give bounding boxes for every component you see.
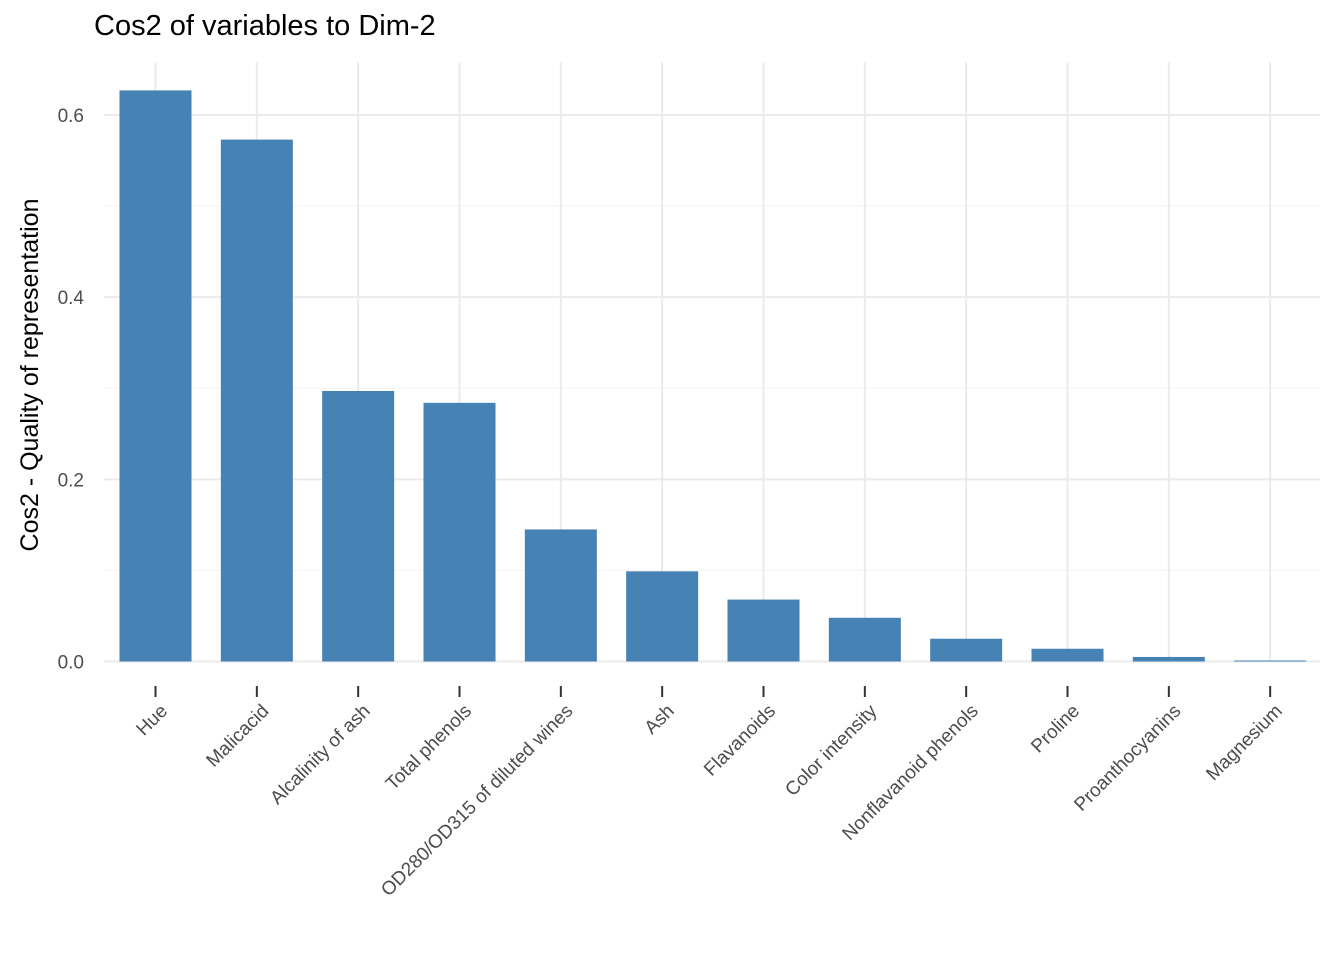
chart-title: Cos2 of variables to Dim-2 <box>94 10 436 42</box>
y-tick-label: 0.2 <box>58 470 84 491</box>
bar <box>119 90 192 662</box>
bar <box>524 529 597 662</box>
x-tick-label: Proline <box>1027 701 1084 758</box>
x-tick-label: OD280/OD315 of diluted wines <box>377 701 577 901</box>
bar <box>1132 656 1205 662</box>
bar <box>727 599 800 662</box>
y-tick-label: 0.4 <box>58 288 85 309</box>
x-tick-label: Alcalinity of ash <box>267 701 375 809</box>
y-tick-label: 0.0 <box>58 653 84 674</box>
x-tick-label: Flavanoids <box>700 701 780 781</box>
x-tick-label: Magnesium <box>1202 701 1286 785</box>
x-tick-label: Total phenols <box>382 701 476 795</box>
x-tick-label: Hue <box>133 701 172 740</box>
bar <box>423 402 496 662</box>
x-tick-label: Malicacid <box>203 701 274 772</box>
bar <box>1031 648 1104 662</box>
x-tick-label: Color intensity <box>781 700 881 800</box>
bar <box>828 617 901 662</box>
x-tick-label: Proanthocyanins <box>1070 701 1185 816</box>
bar <box>930 638 1003 662</box>
bar <box>322 390 395 662</box>
bar <box>220 139 293 662</box>
y-axis-title: Cos2 - Quality of representation <box>16 199 44 552</box>
bar <box>1234 660 1307 662</box>
bar <box>626 571 699 662</box>
y-tick-label: 0.6 <box>58 106 84 127</box>
x-tick-label: Ash <box>641 701 679 739</box>
bars <box>119 90 1307 662</box>
